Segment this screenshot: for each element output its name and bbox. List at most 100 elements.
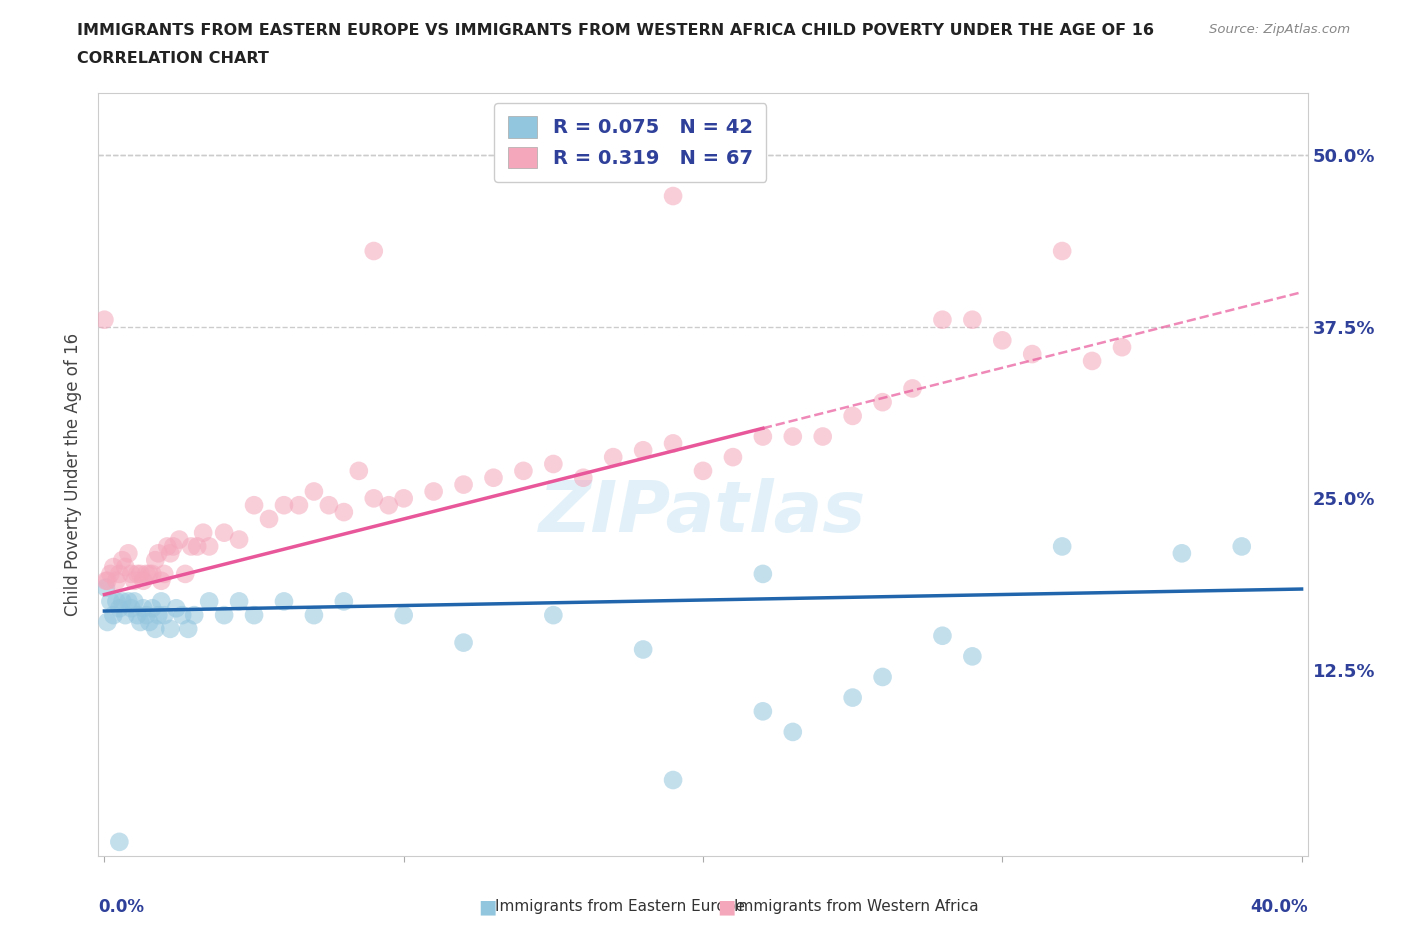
Point <box>422 484 444 498</box>
Point <box>135 566 157 581</box>
Point <box>572 471 595 485</box>
Point <box>752 704 775 719</box>
Point <box>1111 339 1133 354</box>
Text: CORRELATION CHART: CORRELATION CHART <box>77 51 269 66</box>
Point <box>124 594 146 609</box>
Point <box>962 312 984 327</box>
Point <box>931 629 953 644</box>
Point <box>159 546 181 561</box>
Point <box>129 566 152 581</box>
Point <box>127 607 149 622</box>
Text: 40.0%: 40.0% <box>1250 897 1308 916</box>
Point <box>1050 539 1073 554</box>
Point <box>872 394 894 409</box>
Point <box>143 552 166 567</box>
Point <box>148 607 170 622</box>
Point <box>257 512 280 526</box>
Point <box>962 649 984 664</box>
Point <box>752 566 775 581</box>
Point <box>273 594 295 609</box>
Point <box>186 539 208 554</box>
Point <box>148 546 170 561</box>
Point <box>132 601 155 616</box>
Point <box>108 834 131 849</box>
Point <box>392 491 415 506</box>
Point <box>177 621 200 636</box>
Point <box>143 621 166 636</box>
Point <box>103 560 125 575</box>
Text: Immigrants from Western Africa: Immigrants from Western Africa <box>734 899 979 914</box>
Point <box>931 312 953 327</box>
Point <box>167 532 190 547</box>
Point <box>111 552 134 567</box>
Text: 0.0%: 0.0% <box>98 897 145 916</box>
Point <box>111 594 134 609</box>
Point <box>482 471 505 485</box>
Text: ■: ■ <box>717 897 735 916</box>
Point <box>318 498 340 512</box>
Point <box>150 574 173 589</box>
Point <box>117 546 139 561</box>
Point <box>114 607 136 622</box>
Point <box>333 505 356 520</box>
Point <box>114 560 136 575</box>
Legend: R = 0.075   N = 42, R = 0.319   N = 67: R = 0.075 N = 42, R = 0.319 N = 67 <box>495 102 766 182</box>
Point <box>108 601 131 616</box>
Point <box>811 429 834 444</box>
Point <box>1171 546 1194 561</box>
Point <box>103 607 125 622</box>
Text: Immigrants from Eastern Europe: Immigrants from Eastern Europe <box>495 899 745 914</box>
Point <box>129 615 152 630</box>
Point <box>120 566 142 581</box>
Point <box>165 601 187 616</box>
Point <box>172 607 194 622</box>
Point <box>752 429 775 444</box>
Point <box>363 491 385 506</box>
Point <box>1050 244 1073 259</box>
Point <box>153 607 176 622</box>
Point <box>96 615 118 630</box>
Point <box>93 312 115 327</box>
Point <box>138 566 160 581</box>
Point <box>302 607 325 622</box>
Point <box>901 381 924 396</box>
Point <box>180 539 202 554</box>
Point <box>100 566 122 581</box>
Point <box>198 594 221 609</box>
Point <box>243 498 266 512</box>
Point <box>273 498 295 512</box>
Point <box>96 574 118 589</box>
Point <box>212 607 235 622</box>
Point <box>288 498 311 512</box>
Point <box>162 539 184 554</box>
Point <box>193 525 215 540</box>
Point <box>841 690 863 705</box>
Text: IMMIGRANTS FROM EASTERN EUROPE VS IMMIGRANTS FROM WESTERN AFRICA CHILD POVERTY U: IMMIGRANTS FROM EASTERN EUROPE VS IMMIGR… <box>77 23 1154 38</box>
Point <box>782 429 804 444</box>
Point <box>363 244 385 259</box>
Point <box>117 594 139 609</box>
Point <box>782 724 804 739</box>
Y-axis label: Child Poverty Under the Age of 16: Child Poverty Under the Age of 16 <box>63 333 82 616</box>
Point <box>105 574 128 589</box>
Text: Source: ZipAtlas.com: Source: ZipAtlas.com <box>1209 23 1350 36</box>
Text: ■: ■ <box>478 897 496 916</box>
Point <box>198 539 221 554</box>
Point <box>631 443 654 458</box>
Point <box>183 607 205 622</box>
Point <box>150 594 173 609</box>
Point <box>108 566 131 581</box>
Point <box>1081 353 1104 368</box>
Point <box>662 773 685 788</box>
Text: ZIPatlas: ZIPatlas <box>540 478 866 547</box>
Point <box>138 615 160 630</box>
Point <box>159 621 181 636</box>
Point <box>174 566 197 581</box>
Point <box>841 408 863 423</box>
Point <box>392 607 415 622</box>
Point <box>543 457 565 472</box>
Point <box>453 477 475 492</box>
Point <box>94 574 117 589</box>
Point <box>153 566 176 581</box>
Point <box>692 463 714 478</box>
